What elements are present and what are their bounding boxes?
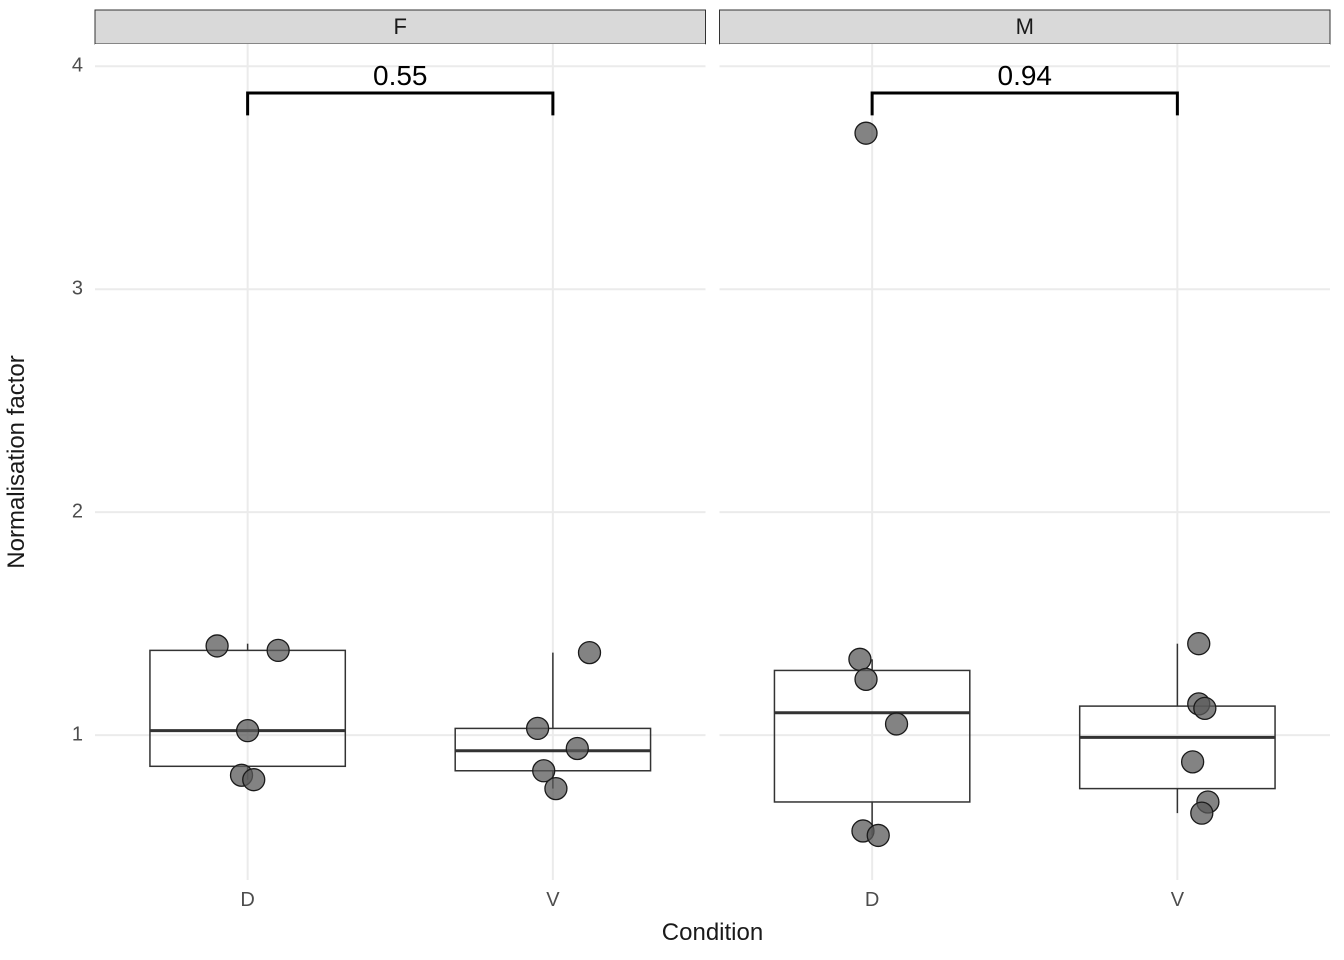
data-point (867, 824, 889, 846)
data-point (1194, 697, 1216, 719)
p-value-label: 0.55 (373, 60, 428, 91)
y-tick-label: 1 (72, 723, 83, 745)
facet-strip-label: F (394, 14, 407, 39)
x-tick-label: V (1171, 889, 1185, 911)
data-point (237, 720, 259, 742)
data-point (566, 737, 588, 759)
data-point (579, 642, 601, 664)
x-tick-label: V (546, 889, 560, 911)
data-point (886, 713, 908, 735)
panel-background (95, 44, 706, 880)
y-tick-label: 3 (72, 278, 83, 300)
data-point (855, 122, 877, 144)
y-axis-title: Normalisation factor (3, 355, 30, 568)
data-point (206, 635, 228, 657)
data-point (243, 769, 265, 791)
boxplot-chart: Normalisation factor 1 2 3 4 F D V 0.55 M D V 0.94 Co… (0, 0, 1344, 960)
chart-container: Normalisation factor 1 2 3 4 F D V 0.55 M D V 0.94 Co… (0, 0, 1344, 960)
data-point (527, 717, 549, 739)
data-point (849, 648, 871, 670)
x-tick-label: D (865, 889, 879, 911)
p-value-label: 0.94 (998, 60, 1053, 91)
data-point (1191, 802, 1213, 824)
y-tick-label: 2 (72, 500, 83, 522)
y-tick-label: 4 (72, 55, 83, 77)
data-point (1182, 751, 1204, 773)
x-axis-title: Condition (662, 919, 763, 946)
panel-background (720, 44, 1331, 880)
x-tick-label: D (240, 889, 254, 911)
data-point (545, 778, 567, 800)
facet-strip-label: M (1016, 14, 1034, 39)
data-point (855, 668, 877, 690)
data-point (1188, 633, 1210, 655)
data-point (267, 639, 289, 661)
